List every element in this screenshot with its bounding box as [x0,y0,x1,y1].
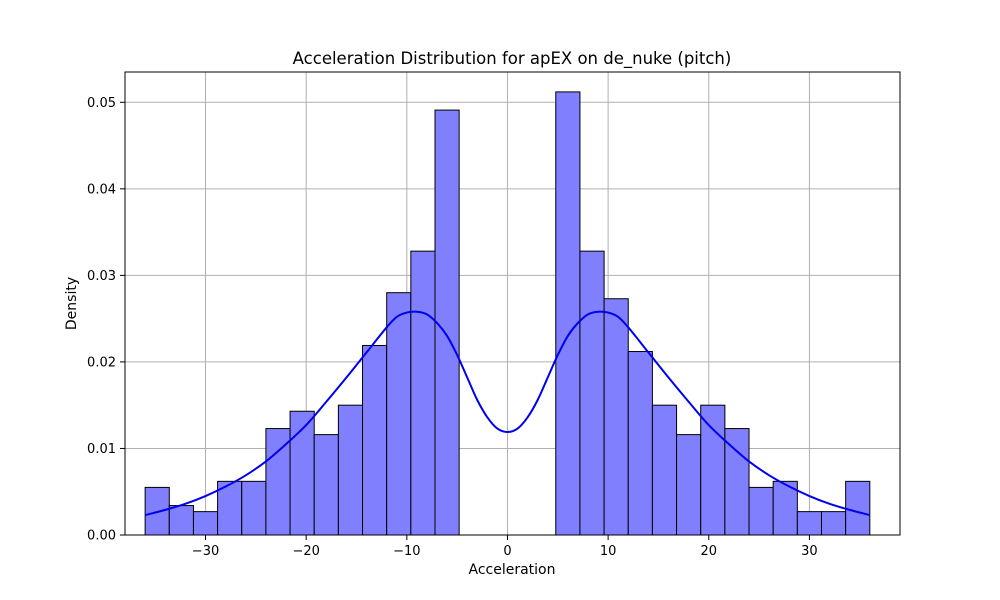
histogram-bar [386,292,412,536]
x-tick-label: −10 [393,544,420,559]
x-tick-label: −20 [292,544,319,559]
y-axis-ticks: 0.00 0.01 0.02 0.03 0.04 0.05 [87,96,125,544]
histogram-bar [265,428,291,536]
histogram-bar [434,109,460,536]
y-tick-label: 0.00 [87,529,116,544]
histogram-bar [337,404,364,536]
histogram-bar [820,511,847,536]
histogram-bar [313,434,339,536]
histogram-bar [700,404,726,536]
histogram-bar [241,480,267,536]
histogram-bar [168,505,194,536]
x-tick-label: 30 [801,544,818,559]
histogram-bar [724,428,750,536]
x-axis-ticks: −30 −20 −10 0 10 20 30 [192,535,818,559]
histogram-bar [217,480,243,536]
histogram-bar [410,250,436,536]
y-tick-label: 0.02 [87,355,116,370]
histogram-bars [144,91,871,536]
histogram-bar [603,298,629,536]
chart-title: Acceleration Distribution for apEX on de… [293,49,732,69]
histogram-bar [555,91,581,536]
x-axis-label: Acceleration [469,562,556,578]
kde-curve-layer [144,310,871,517]
x-tick-label: 0 [503,544,511,559]
y-tick-label: 0.04 [87,182,116,197]
histogram-bar [651,404,678,536]
x-tick-label: 20 [700,544,717,559]
histogram-bar [845,480,871,536]
y-axis-label: Density [64,277,80,330]
plot-area-frame [124,71,901,536]
histogram-bar [627,351,653,536]
histogram-bar [748,486,774,536]
histogram-bar [362,344,388,536]
x-tick-label: −30 [192,544,219,559]
histogram-bar [579,250,605,536]
y-tick-label: 0.03 [87,269,116,284]
kde-curve [144,310,871,517]
x-tick-label: 10 [600,544,617,559]
histogram-bar [676,434,702,536]
histogram-bar [772,480,798,536]
histogram-bar [192,511,219,536]
histogram-bar [796,511,822,536]
y-tick-label: 0.01 [87,442,116,457]
y-tick-label: 0.05 [87,96,116,111]
